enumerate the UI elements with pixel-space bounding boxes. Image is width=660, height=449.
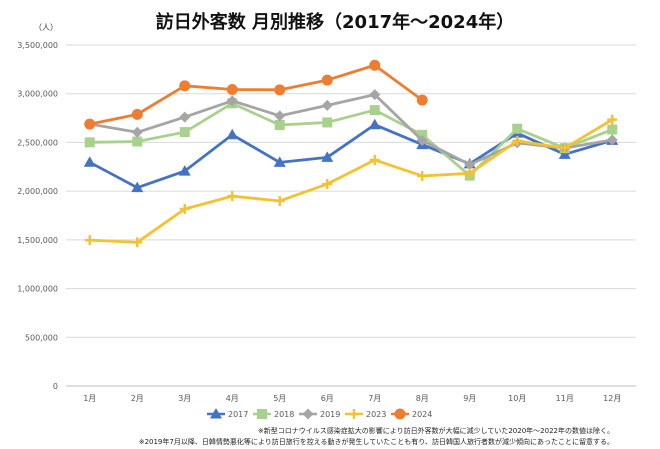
- x-tick-label: 8月: [416, 394, 429, 403]
- y-axis-ticks: 0 500,000 1,000,000 1,500,000 2,000,000 2,500…: [17, 41, 58, 391]
- y-tick-label: 3,000,000: [17, 90, 58, 99]
- legend-label: 2024: [412, 410, 432, 419]
- x-tick-label: 6月: [321, 394, 334, 403]
- x-tick-label: 11月: [556, 394, 574, 403]
- data-point-2024: [321, 74, 333, 86]
- data-point-2017: [368, 118, 381, 130]
- data-point-2018: [417, 129, 428, 140]
- data-point-2017: [131, 181, 144, 193]
- data-point-2024: [84, 118, 96, 130]
- data-point-2017: [321, 151, 334, 162]
- y-tick-label: 2,500,000: [17, 138, 58, 147]
- data-point-2018: [179, 127, 190, 138]
- legend-marker-2023: [349, 409, 359, 419]
- data-point-2024: [131, 108, 143, 120]
- data-point-2018: [84, 137, 95, 148]
- legend-item-2017: 2017: [207, 408, 248, 419]
- data-point-2023: [417, 170, 428, 181]
- x-tick-label: 10月: [508, 394, 526, 403]
- legend-item-2019: 2019: [299, 408, 340, 420]
- x-tick-label: 2月: [131, 394, 144, 403]
- y-tick-label: 1,500,000: [17, 236, 58, 245]
- data-point-2023: [464, 168, 475, 179]
- series-2023: [84, 114, 618, 248]
- series-line-2024: [89, 63, 424, 126]
- data-point-2017: [178, 165, 191, 176]
- series-line-2017: [89, 123, 613, 190]
- legend-item-2024: 2024: [391, 408, 432, 420]
- x-tick-label: 9月: [463, 394, 476, 403]
- legend-label: 2018: [274, 410, 294, 419]
- data-point-2023: [369, 154, 380, 165]
- data-point-2019: [606, 134, 618, 146]
- legend-label: 2019: [320, 410, 340, 419]
- data-point-2019: [464, 159, 476, 171]
- x-tick-label: 12月: [603, 394, 621, 403]
- x-tick-label: 3月: [178, 394, 191, 403]
- data-point-2018: [607, 124, 618, 135]
- legend-marker-2019: [302, 408, 314, 420]
- data-point-2017: [273, 156, 286, 167]
- data-point-2019: [179, 111, 191, 123]
- data-point-2023: [227, 191, 238, 202]
- x-tick-label: 4月: [226, 394, 239, 403]
- data-point-2023: [274, 195, 285, 206]
- data-point-2024: [369, 59, 381, 71]
- data-point-2019: [416, 134, 428, 146]
- legend-item-2023: 2023: [345, 409, 386, 419]
- data-point-2024: [274, 84, 286, 96]
- chart-title: 訪日外客数 月別推移（2017年～2024年）: [155, 12, 515, 33]
- data-point-2019: [369, 89, 381, 101]
- data-point-2019: [274, 110, 286, 122]
- legend: 2017 2018 2019 2023 2024: [207, 408, 432, 420]
- data-point-2023: [84, 235, 95, 246]
- data-point-2018: [132, 136, 143, 147]
- data-point-2019: [131, 126, 143, 138]
- data-point-2019: [226, 95, 238, 107]
- data-point-2024: [416, 94, 428, 106]
- data-point-2017: [226, 128, 239, 140]
- gridlines: [66, 44, 636, 387]
- series-lines: [83, 59, 619, 248]
- footnote-2: ※2019年7月以降、日韓情勢悪化等により訪日旅行を控える動きが発生していたこと…: [138, 438, 614, 446]
- series-line-2023: [89, 118, 613, 244]
- data-point-2017: [83, 156, 96, 167]
- data-point-2018: [322, 117, 333, 128]
- legend-marker-2018: [257, 409, 267, 419]
- legend-label: 2017: [228, 410, 248, 419]
- series-2024: [84, 59, 428, 130]
- x-tick-label: 5月: [273, 394, 286, 403]
- data-point-2023: [179, 203, 190, 214]
- x-tick-label: 7月: [368, 394, 381, 403]
- data-point-2023: [132, 237, 143, 248]
- data-point-2023: [322, 179, 333, 190]
- series-line-2018: [89, 101, 613, 178]
- series-line-2019: [89, 93, 613, 167]
- legend-marker-2017: [210, 408, 222, 419]
- y-tick-label: 2,000,000: [17, 187, 58, 196]
- data-point-2019: [321, 99, 333, 111]
- series-2017: [83, 118, 619, 193]
- series-2019: [84, 89, 618, 171]
- y-tick-label: 0: [53, 382, 58, 391]
- data-point-2018: [512, 123, 523, 134]
- data-point-2024: [226, 84, 238, 96]
- y-tick-label: 1,000,000: [17, 285, 58, 294]
- legend-item-2018: 2018: [253, 409, 294, 419]
- data-point-2023: [607, 114, 618, 125]
- data-point-2023: [559, 143, 570, 154]
- y-tick-label: 500,000: [25, 333, 58, 342]
- legend-label: 2023: [366, 410, 386, 419]
- data-point-2018: [274, 119, 285, 130]
- y-axis-unit-label: （人）: [34, 23, 58, 32]
- data-point-2023: [512, 135, 523, 146]
- x-axis-ticks: 1月 2月 3月 4月 5月 6月 7月 8月 9月 10月 11月 12月: [83, 394, 621, 403]
- data-point-2024: [179, 80, 191, 92]
- data-point-2018: [369, 105, 380, 116]
- y-tick-label: 3,500,000: [17, 41, 58, 50]
- legend-marker-2024: [394, 408, 406, 420]
- footnote-1: ※新型コロナウイルス感染症拡大の影響により訪日外客数が大幅に減少していた2020…: [257, 427, 614, 435]
- x-tick-label: 1月: [83, 394, 96, 403]
